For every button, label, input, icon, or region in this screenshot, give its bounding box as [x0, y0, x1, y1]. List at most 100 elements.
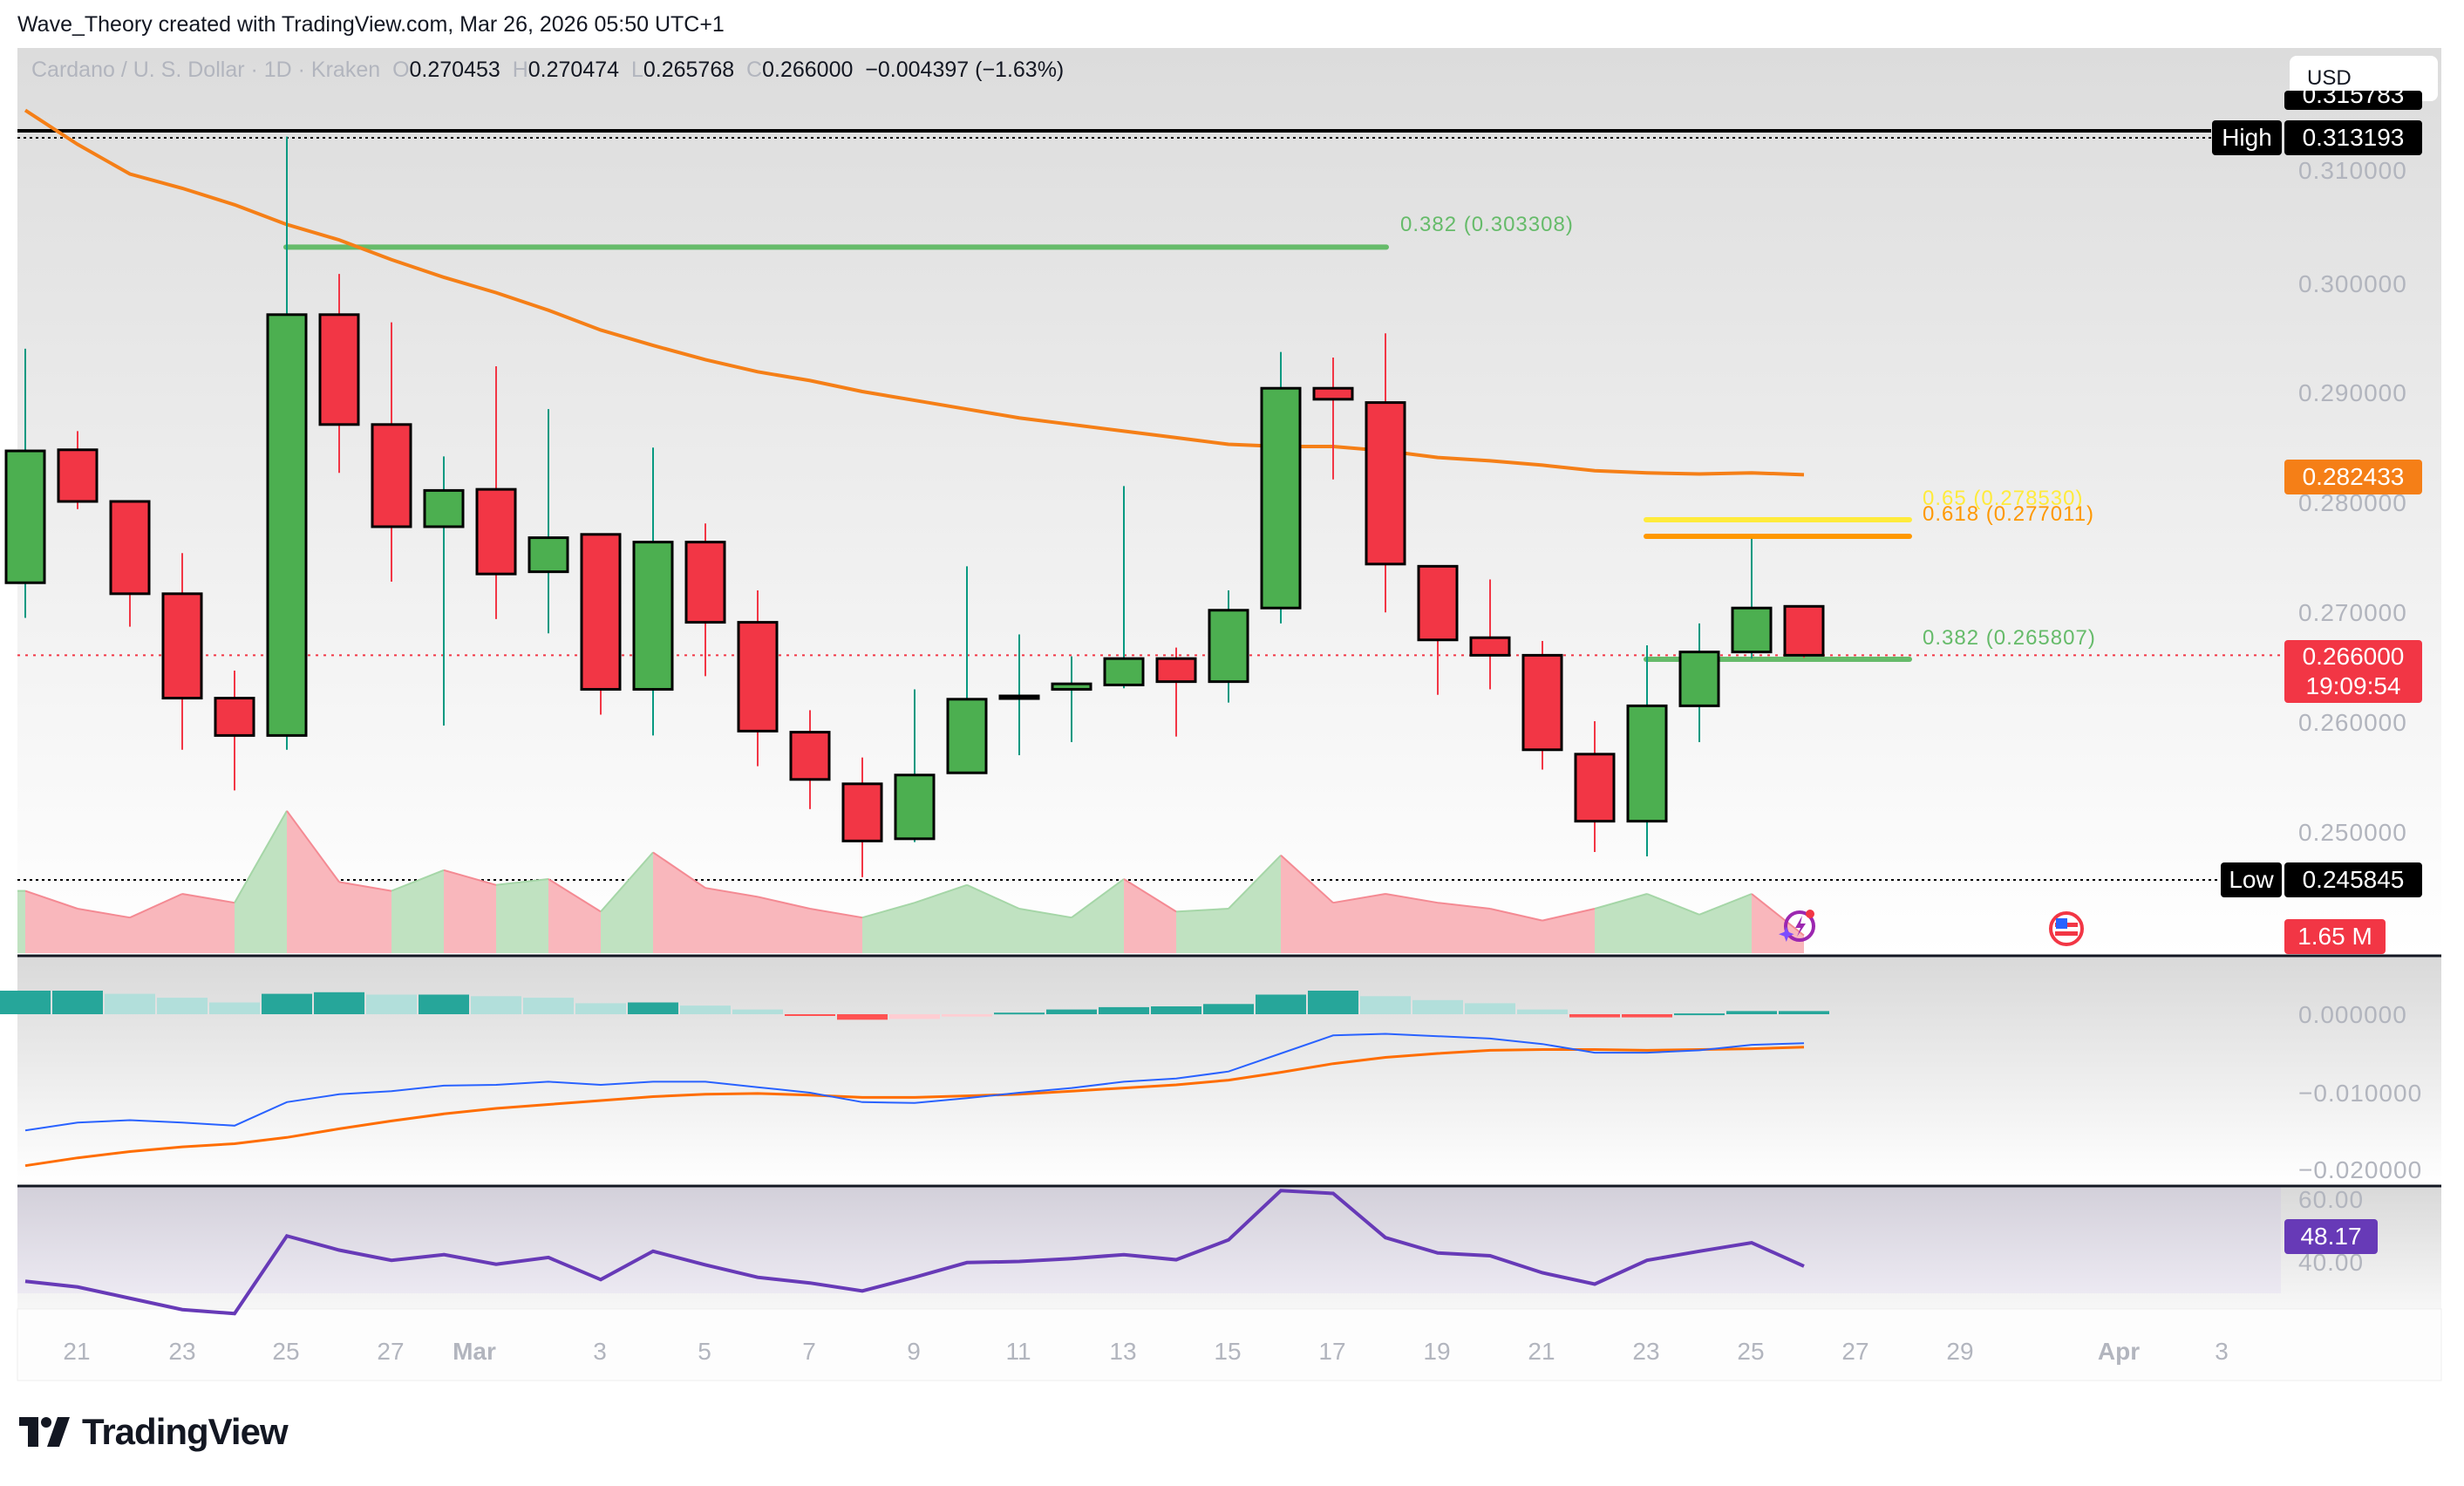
last-price-tag: 0.266000 19:09:54 [2284, 640, 2422, 703]
volume-area-segment [17, 890, 25, 953]
price-pane [17, 48, 2441, 955]
volume-outline [652, 851, 706, 890]
date-tick: 3 [2215, 1338, 2229, 1365]
change-value: −0.004397 (−1.63%) [865, 58, 1065, 82]
fib-label-618: 0.618 (0.277011) [1923, 502, 2095, 526]
macd-histogram-bar [366, 994, 417, 1014]
volume-area-segment [1333, 894, 1385, 953]
volume-outline [338, 881, 392, 892]
volume-outline [286, 810, 340, 883]
macd-histogram-bar [471, 996, 521, 1014]
macd-tick: 0.000000 [2298, 1001, 2407, 1028]
candle-body [1417, 564, 1459, 642]
volume-area-segment [1647, 894, 1699, 953]
volume-outline [1123, 878, 1177, 913]
candle-body [1574, 753, 1616, 823]
close-value: 0.266000 [762, 58, 854, 82]
date-tick: 3 [593, 1338, 607, 1365]
volume-area-segment [1542, 909, 1595, 953]
candle-body [528, 536, 569, 574]
date-tick: Apr [2097, 1338, 2141, 1365]
candle-body [946, 698, 988, 774]
price-tick: 0.250000 [2298, 819, 2407, 846]
candle-body [423, 488, 465, 528]
price-tick: 0.290000 [2298, 379, 2407, 406]
us-economic-event-icon[interactable] [2048, 910, 2085, 951]
volume-outline [129, 893, 183, 919]
volume-area-segment [1595, 894, 1647, 953]
rsi-band [17, 1187, 2281, 1293]
candle-body [161, 592, 203, 700]
macd-histogram-bar [419, 994, 469, 1014]
candle-body [318, 313, 360, 426]
macd-tick: −0.010000 [2298, 1080, 2423, 1107]
date-tick: 7 [802, 1338, 816, 1365]
macd-histogram-bar [1099, 1006, 1149, 1014]
candle-body [1155, 657, 1197, 684]
macd-histogram-bar [785, 1014, 835, 1016]
volume-outline [181, 893, 235, 904]
macd-histogram-bar [575, 1003, 626, 1014]
volume-outline [234, 810, 288, 903]
volume-outline [600, 851, 654, 913]
volume-area-segment [25, 890, 78, 953]
candle-body [1312, 386, 1354, 401]
candle-body [1103, 657, 1145, 686]
volume-outline [1437, 902, 1491, 910]
candle-body [632, 541, 674, 691]
tradingview-logo[interactable]: TradingView [19, 1411, 289, 1453]
macd-histogram-bar [1779, 1011, 1829, 1014]
volume-outline [1542, 908, 1596, 922]
price-tick: 0.300000 [2298, 270, 2407, 297]
volume-area-segment [1490, 909, 1542, 953]
volume-outline [861, 902, 915, 919]
price-tick: 0.260000 [2298, 709, 2407, 736]
macd-histogram-bar [1726, 1011, 1777, 1014]
volume-outline [1071, 878, 1125, 919]
volume-outline [809, 908, 863, 919]
volume-outline [1175, 908, 1229, 913]
rsi-line [24, 1189, 1805, 1316]
candle-body [475, 487, 517, 576]
volume-area-segment [758, 896, 810, 953]
date-tick: 13 [1109, 1338, 1137, 1365]
macd-histogram-bar [52, 991, 103, 1014]
candle-body [371, 423, 412, 528]
macd-histogram-bar [1622, 1014, 1672, 1018]
chart-credit: Wave_Theory created with TradingView.com… [17, 12, 725, 37]
volume-area-segment [235, 810, 287, 953]
volume-area-segment [1281, 855, 1333, 953]
macd-histogram-bar [1674, 1013, 1725, 1016]
tradingview-wordmark: TradingView [82, 1411, 289, 1452]
volume-outline [704, 887, 759, 898]
candle-body [841, 782, 883, 842]
volume-area-segment [1438, 903, 1490, 953]
volume-area-segment [130, 894, 182, 953]
macd-histogram-bar [1256, 994, 1306, 1014]
candle-body [1469, 636, 1511, 657]
high-value: 0.270474 [528, 58, 620, 82]
volume-outline [443, 869, 497, 886]
volume-area-segment [78, 909, 130, 953]
candle-body [266, 313, 308, 737]
candle-body [1678, 651, 1720, 707]
volume-area-segment [1176, 909, 1229, 953]
date-tick: 23 [1632, 1338, 1660, 1365]
volume-outline [495, 878, 549, 886]
earnings-lightning-icon[interactable] [1779, 907, 1817, 950]
volume-area-segment [1072, 879, 1124, 953]
volume-area-segment [915, 884, 967, 953]
candle-body [1260, 386, 1302, 610]
volume-outline [1385, 893, 1439, 904]
macd-histogram-bar [732, 1009, 783, 1014]
macd-histogram-bar [157, 998, 208, 1014]
volume-tag: 1.65 M [2284, 919, 2386, 954]
date-tick: 19 [1423, 1338, 1451, 1365]
macd-histogram-bar [105, 993, 155, 1014]
macd-histogram-bar [1517, 1009, 1568, 1014]
macd-histogram-bar [889, 1014, 940, 1019]
date-tick: 15 [1214, 1338, 1242, 1365]
volume-outline [1698, 893, 1753, 916]
candle-body [1051, 682, 1092, 691]
